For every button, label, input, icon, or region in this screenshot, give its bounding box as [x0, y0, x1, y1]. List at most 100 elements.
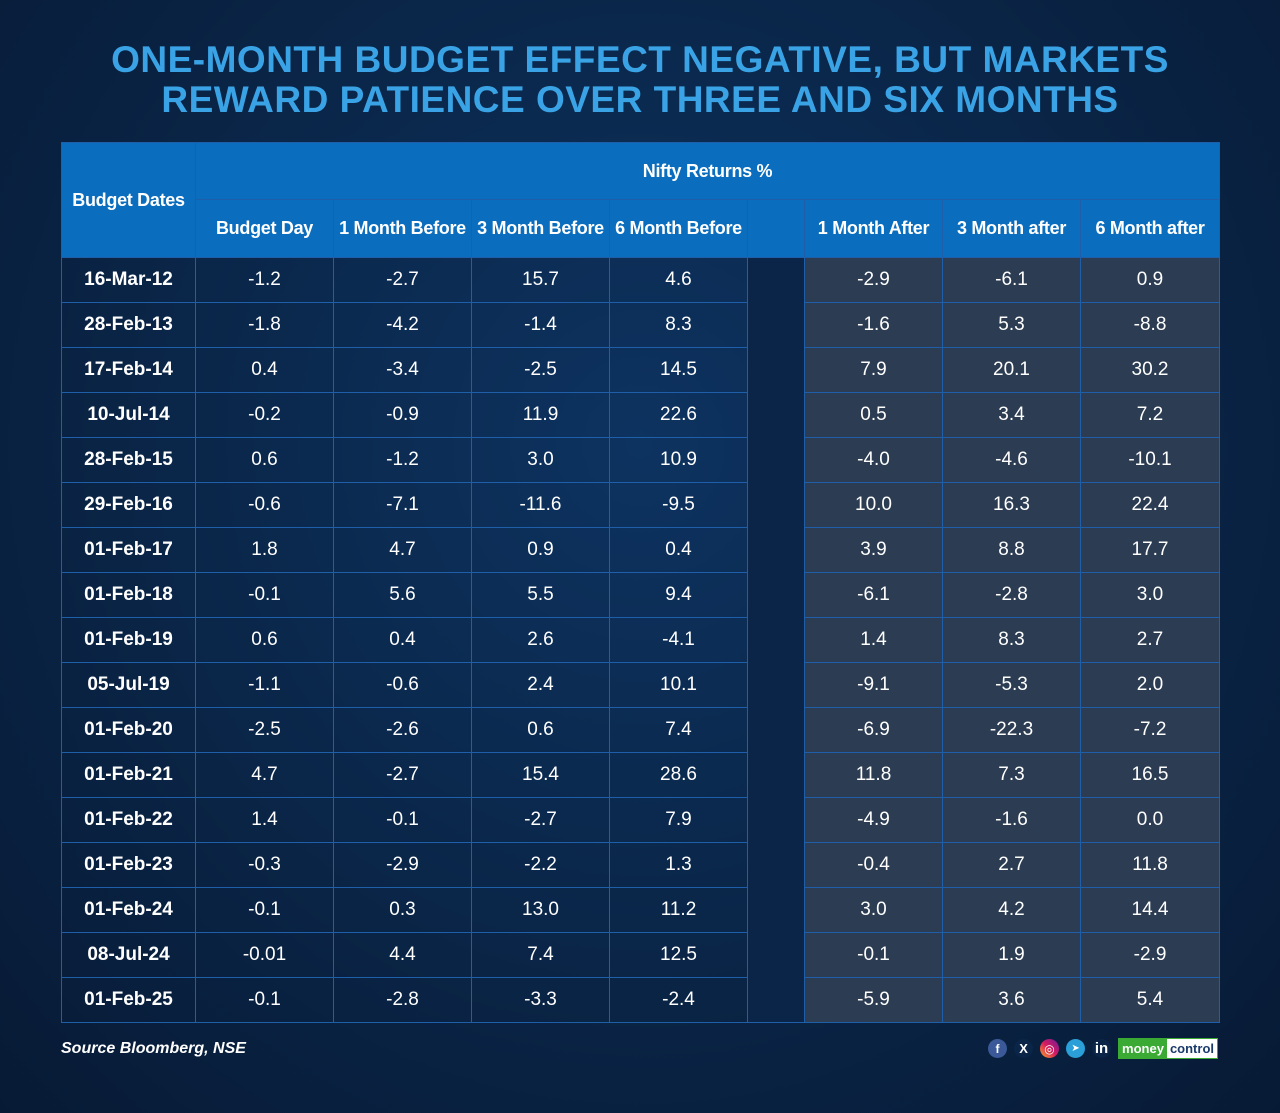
- budget-day-cell: 1.4: [195, 797, 334, 843]
- 3-month-before-cell: 7.4: [471, 932, 610, 978]
- 1-month-before-cell: -2.6: [333, 707, 472, 753]
- 3-month-after-cell: -6.1: [942, 257, 1081, 303]
- logo-money: money: [1119, 1039, 1167, 1058]
- 6-month-before-cell: 10.1: [609, 662, 748, 708]
- 1-month-after-cell: -0.4: [804, 842, 943, 888]
- table-row: 01-Feb-25 -0.1 -2.8 -3.3 -2.4 -5.9 3.6 5.4: [61, 977, 1221, 1023]
- budget-day-cell: 0.4: [195, 347, 334, 393]
- 1-month-before-cell: -2.9: [333, 842, 472, 888]
- x-icon[interactable]: X: [1014, 1039, 1034, 1058]
- budget-day-cell: -1.8: [195, 302, 334, 348]
- 1-month-before-cell: -0.1: [333, 797, 472, 843]
- 1-month-after-cell: 3.9: [804, 527, 943, 573]
- budget-date-cell: 28-Feb-15: [61, 437, 196, 483]
- 1-month-before-cell: -3.4: [333, 347, 472, 393]
- budget-day-cell: 0.6: [195, 617, 334, 663]
- 3-month-after-cell: 16.3: [942, 482, 1081, 528]
- header-nifty-returns: Nifty Returns %: [194, 142, 1221, 200]
- 3-month-before-cell: 2.4: [471, 662, 610, 708]
- facebook-icon[interactable]: f: [988, 1039, 1008, 1058]
- 1-month-after-cell: 3.0: [804, 887, 943, 933]
- logo-control: control: [1166, 1039, 1217, 1058]
- table-body: 16-Mar-12 -1.2 -2.7 15.7 4.6 -2.9 -6.1 0.9 28-Fe…: [61, 257, 1221, 1023]
- table-row: 01-Feb-23 -0.3 -2.9 -2.2 1.3 -0.4 2.7 11.8: [61, 842, 1221, 888]
- table-row: 28-Feb-13 -1.8 -4.2 -1.4 8.3 -1.6 5.3 -8.8: [61, 302, 1221, 348]
- 6-month-after-cell: 2.7: [1079, 617, 1221, 663]
- header-spacer: [747, 199, 805, 258]
- 6-month-before-cell: 1.3: [609, 842, 748, 888]
- 3-month-after-cell: -1.6: [942, 797, 1081, 843]
- 3-month-after-cell: -2.8: [942, 572, 1081, 618]
- 3-month-before-cell: -2.7: [471, 797, 610, 843]
- 1-month-before-cell: -2.8: [333, 977, 472, 1023]
- 1-month-before-cell: -2.7: [333, 257, 472, 303]
- 1-month-after-cell: -5.9: [804, 977, 943, 1023]
- header-budget-dates: Budget Dates: [61, 142, 196, 258]
- 6-month-before-cell: 14.5: [609, 347, 748, 393]
- 3-month-after-cell: 8.3: [942, 617, 1081, 663]
- 3-month-before-cell: -2.2: [471, 842, 610, 888]
- 3-month-after-cell: 1.9: [942, 932, 1081, 978]
- table-row: 01-Feb-22 1.4 -0.1 -2.7 7.9 -4.9 -1.6 0.0: [61, 797, 1221, 843]
- 3-month-after-cell: 4.2: [942, 887, 1081, 933]
- budget-day-cell: -1.2: [195, 257, 334, 303]
- instagram-icon[interactable]: ◎: [1040, 1039, 1060, 1058]
- moneycontrol-logo[interactable]: money control: [1118, 1038, 1218, 1059]
- 6-month-before-cell: 28.6: [609, 752, 748, 798]
- header-1-month-before: 1 Month Before: [333, 199, 472, 258]
- table-row: 17-Feb-14 0.4 -3.4 -2.5 14.5 7.9 20.1 30.2: [61, 347, 1221, 393]
- budget-date-cell: 01-Feb-21: [61, 752, 196, 798]
- telegram-icon[interactable]: ➤: [1066, 1039, 1086, 1058]
- budget-day-cell: 4.7: [195, 752, 334, 798]
- 6-month-after-cell: 0.9: [1079, 257, 1221, 303]
- linkedin-icon[interactable]: in: [1092, 1039, 1112, 1058]
- 3-month-after-cell: 8.8: [942, 527, 1081, 573]
- table-row: 01-Feb-21 4.7 -2.7 15.4 28.6 11.8 7.3 16.5: [61, 752, 1221, 798]
- 1-month-after-cell: -6.1: [804, 572, 943, 618]
- 1-month-before-cell: 4.4: [333, 932, 472, 978]
- budget-date-cell: 01-Feb-22: [61, 797, 196, 843]
- 6-month-before-cell: 9.4: [609, 572, 748, 618]
- budget-day-cell: -0.01: [195, 932, 334, 978]
- budget-date-cell: 29-Feb-16: [61, 482, 196, 528]
- 6-month-before-cell: 4.6: [609, 257, 748, 303]
- budget-date-cell: 01-Feb-23: [61, 842, 196, 888]
- 1-month-before-cell: -0.9: [333, 392, 472, 438]
- 3-month-before-cell: 0.6: [471, 707, 610, 753]
- 3-month-before-cell: 0.9: [471, 527, 610, 573]
- 3-month-before-cell: 11.9: [471, 392, 610, 438]
- budget-date-cell: 01-Feb-18: [61, 572, 196, 618]
- header-6-month-before: 6 Month Before: [609, 199, 748, 258]
- budget-day-cell: -0.1: [195, 572, 334, 618]
- 3-month-after-cell: 7.3: [942, 752, 1081, 798]
- table-row: 01-Feb-18 -0.1 5.6 5.5 9.4 -6.1 -2.8 3.0: [61, 572, 1221, 618]
- budget-date-cell: 01-Feb-25: [61, 977, 196, 1023]
- 3-month-before-cell: -11.6: [471, 482, 610, 528]
- budget-day-cell: 1.8: [195, 527, 334, 573]
- budget-day-cell: -1.1: [195, 662, 334, 708]
- 6-month-before-cell: 12.5: [609, 932, 748, 978]
- budget-date-cell: 01-Feb-20: [61, 707, 196, 753]
- table-row: 01-Feb-24 -0.1 0.3 13.0 11.2 3.0 4.2 14.4: [61, 887, 1221, 933]
- 3-month-before-cell: 2.6: [471, 617, 610, 663]
- 3-month-before-cell: -2.5: [471, 347, 610, 393]
- header-3-month-before: 3 Month Before: [471, 199, 610, 258]
- header-1-month-after: 1 Month After: [804, 199, 943, 258]
- 3-month-after-cell: 3.6: [942, 977, 1081, 1023]
- budget-day-cell: -0.1: [195, 887, 334, 933]
- 6-month-before-cell: -4.1: [609, 617, 748, 663]
- 1-month-after-cell: -4.9: [804, 797, 943, 843]
- 3-month-before-cell: -1.4: [471, 302, 610, 348]
- budget-date-cell: 01-Feb-19: [61, 617, 196, 663]
- budget-date-cell: 08-Jul-24: [61, 932, 196, 978]
- budget-date-cell: 16-Mar-12: [61, 257, 196, 303]
- column-spacer: [747, 257, 805, 1023]
- title-line-2: REWARD PATIENCE OVER THREE AND SIX MONTH…: [161, 79, 1119, 120]
- budget-date-cell: 01-Feb-24: [61, 887, 196, 933]
- budget-date-cell: 10-Jul-14: [61, 392, 196, 438]
- social-links: f X ◎ ➤ in money control: [988, 1038, 1218, 1059]
- 6-month-after-cell: 5.4: [1079, 977, 1221, 1023]
- 6-month-after-cell: -2.9: [1079, 932, 1221, 978]
- 1-month-before-cell: 5.6: [333, 572, 472, 618]
- 6-month-after-cell: 22.4: [1079, 482, 1221, 528]
